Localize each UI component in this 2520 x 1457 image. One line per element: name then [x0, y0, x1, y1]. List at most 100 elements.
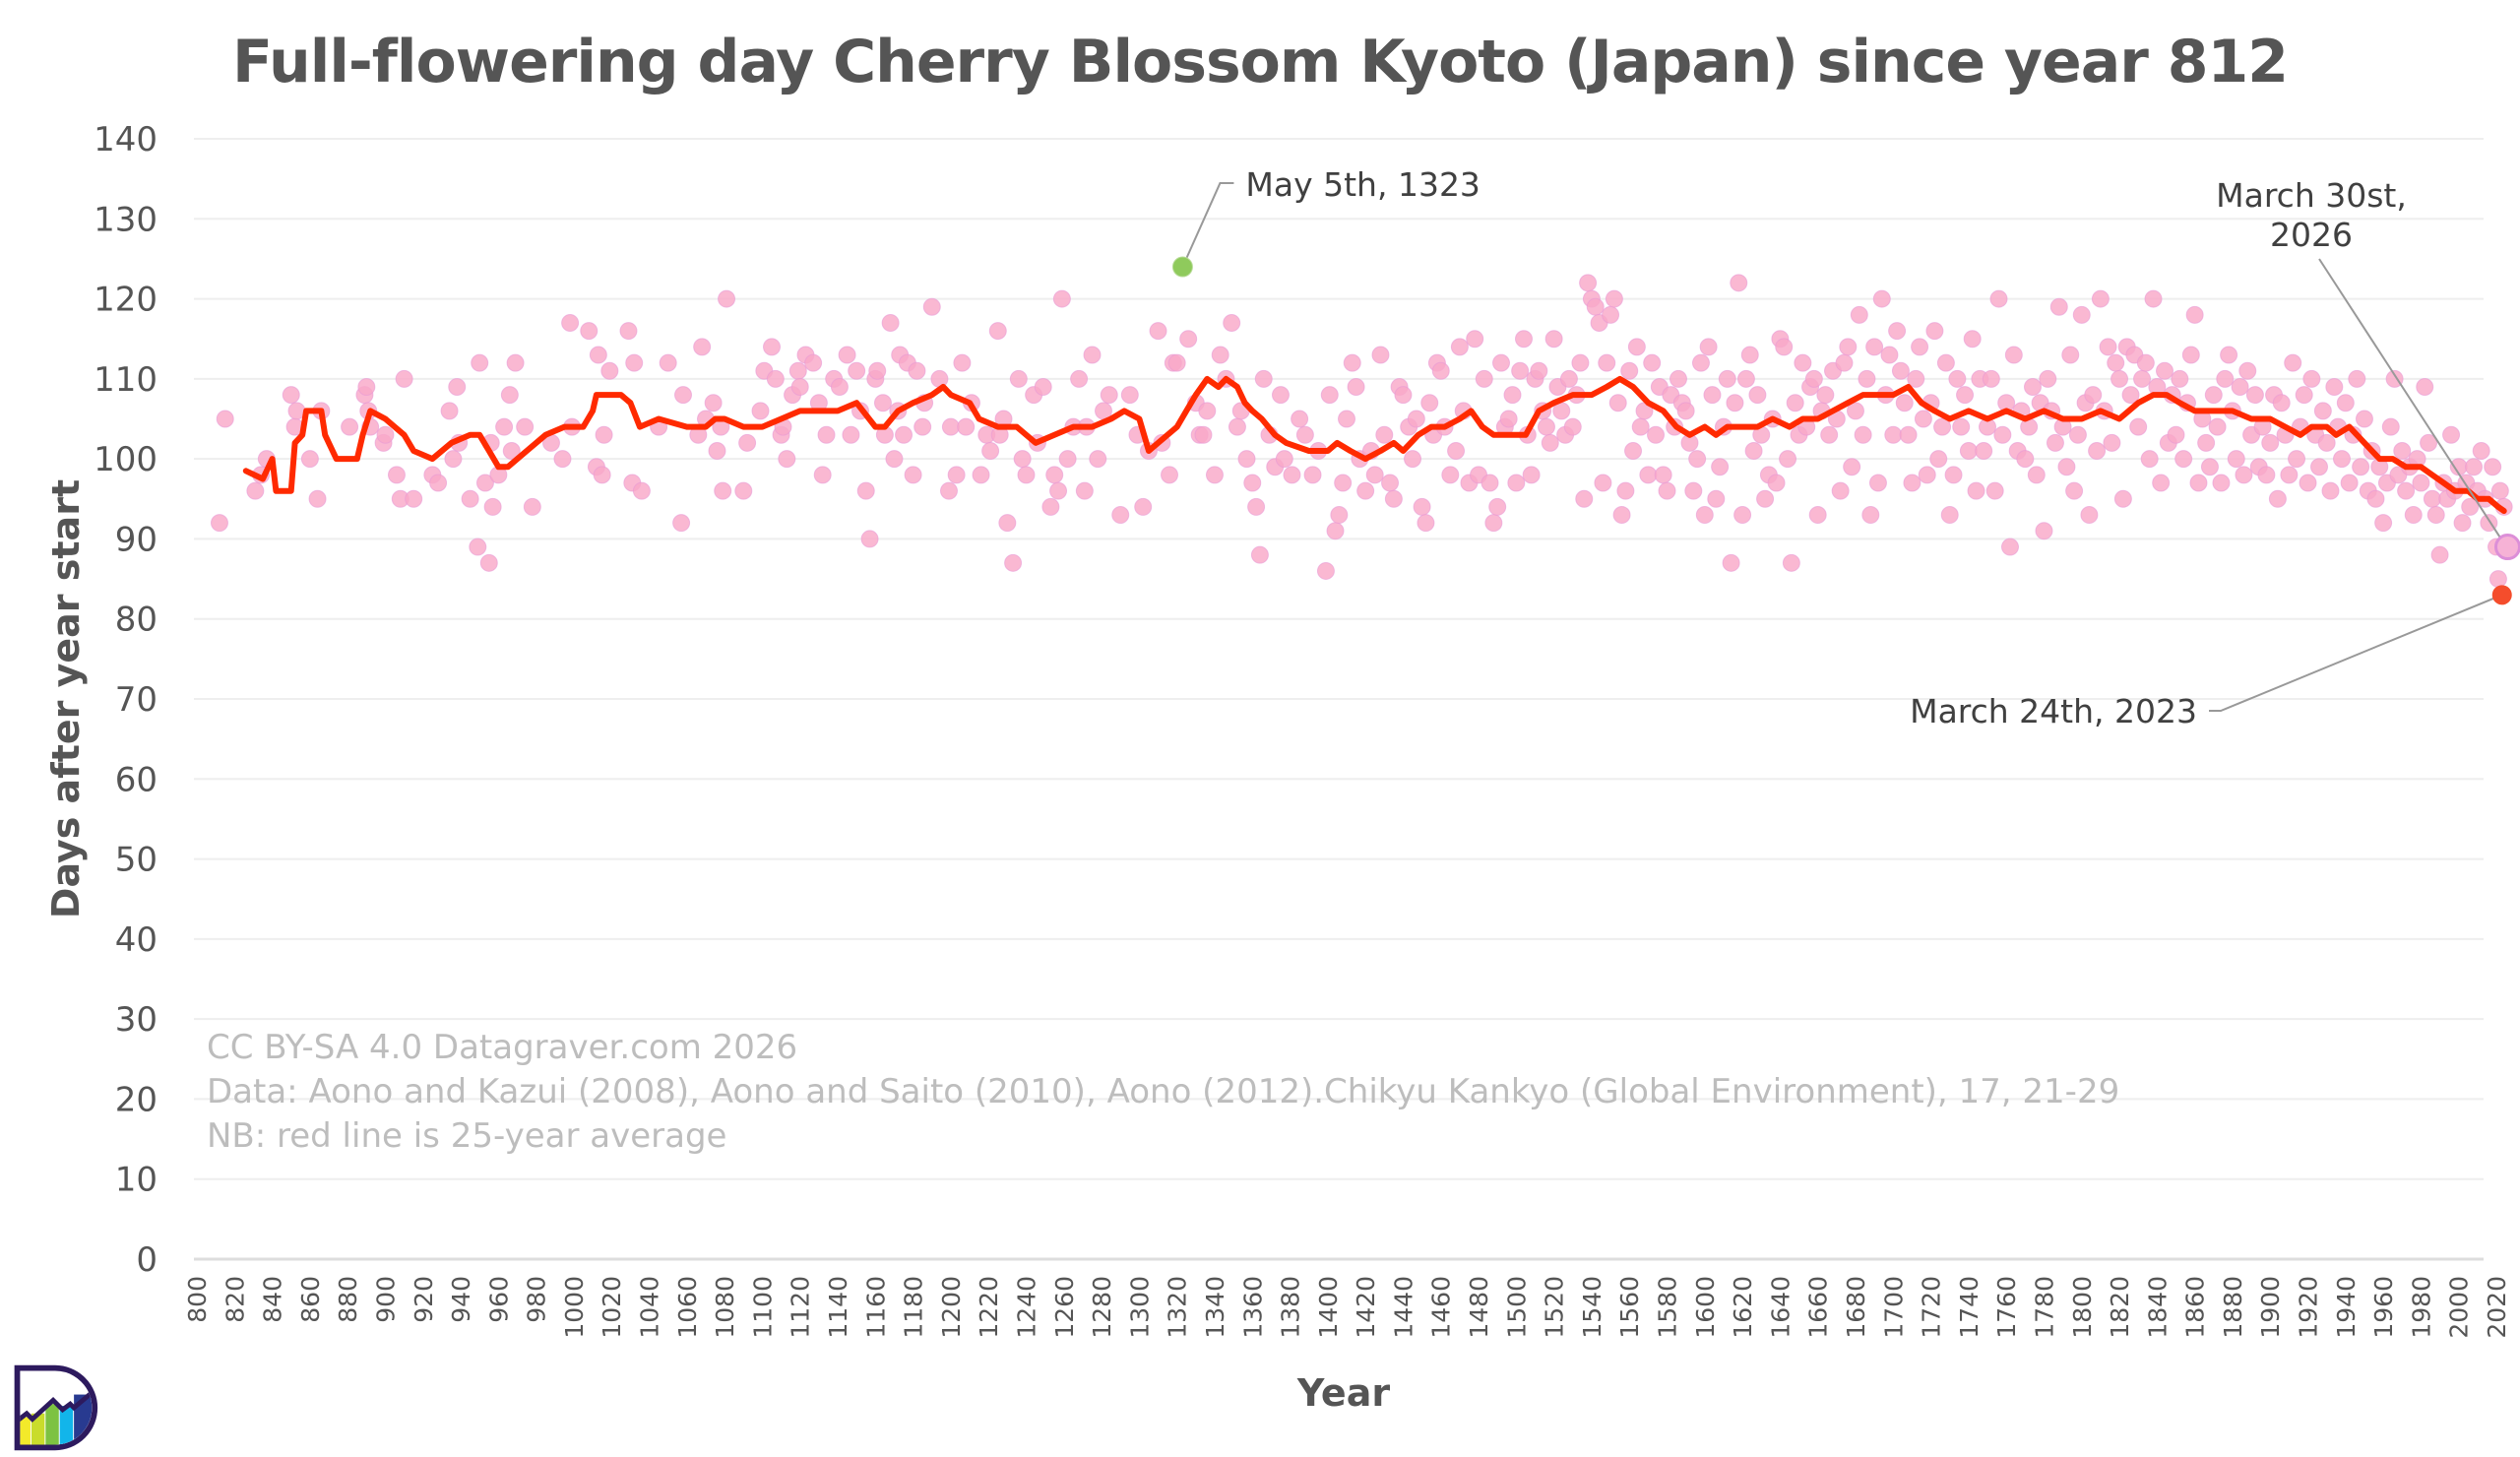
- scatter-point: [2181, 346, 2200, 364]
- x-axis-title: Year: [1296, 1371, 1390, 1415]
- scatter-point: [1975, 442, 1993, 461]
- scatter-point: [1179, 330, 1198, 348]
- x-tick-label: 1040: [636, 1276, 664, 1339]
- scatter-point: [1205, 466, 1224, 484]
- scatter-point: [593, 466, 611, 484]
- scatter-point: [2046, 433, 2064, 452]
- scatter-point: [2317, 433, 2336, 452]
- scatter-point: [1004, 553, 1023, 572]
- scatter-point: [1541, 433, 1559, 452]
- scatter-point: [1544, 330, 1563, 348]
- scatter-point: [778, 450, 796, 469]
- scatter-point: [2110, 369, 2129, 388]
- scatter-point: [2189, 474, 2208, 492]
- x-tick-label: 1860: [2181, 1276, 2210, 1339]
- scatter-point: [1740, 346, 1759, 364]
- x-tick-label: 1620: [1729, 1276, 1757, 1339]
- scatter-point: [804, 353, 823, 372]
- x-tick-label: 1300: [1125, 1276, 1154, 1339]
- scatter-point: [506, 353, 525, 372]
- x-tick-label: 1460: [1427, 1276, 1456, 1339]
- scatter-point: [2238, 361, 2257, 380]
- scatter-point: [471, 353, 489, 372]
- scatter-point: [1407, 410, 1425, 428]
- scatter-point: [469, 538, 487, 556]
- datagraver-logo-icon: [14, 1364, 98, 1451]
- scatter-point: [2197, 433, 2216, 452]
- scatter-point: [387, 466, 406, 484]
- y-tick-label: 100: [94, 440, 158, 479]
- scatter-point: [817, 425, 836, 444]
- scatter-point: [2039, 369, 2057, 388]
- scatter-point: [2174, 450, 2193, 469]
- scatter-point: [1929, 450, 1948, 469]
- scatter-point: [2065, 481, 2084, 500]
- y-tick-label: 20: [115, 1080, 158, 1119]
- scatter-point: [2280, 466, 2299, 484]
- scatter-point: [2035, 522, 2053, 540]
- scatter-point: [1228, 417, 1246, 436]
- scatter-point: [2484, 458, 2502, 476]
- scatter-point: [2212, 474, 2231, 492]
- scatter-point: [1730, 274, 1748, 292]
- scatter-point: [1198, 402, 1217, 420]
- average-line: [242, 375, 2507, 514]
- scatter-point: [1616, 481, 1635, 500]
- scatter-point: [376, 425, 395, 444]
- scatter-point: [2185, 305, 2204, 324]
- scatter-point: [2004, 346, 2023, 364]
- x-tick-label: 840: [259, 1276, 287, 1323]
- x-tick-label: 1660: [1804, 1276, 1833, 1339]
- scatter-point: [1343, 353, 1361, 372]
- scatter-point: [1371, 346, 1390, 364]
- scatter-point: [405, 489, 423, 508]
- scatter-point: [1989, 289, 2008, 308]
- scatter-point: [1365, 466, 1384, 484]
- scatter-point: [2430, 545, 2449, 564]
- scatter-point: [1699, 338, 1718, 356]
- scatter-point: [1394, 386, 1413, 405]
- scatter-point: [595, 425, 613, 444]
- scatter-point: [1835, 353, 1854, 372]
- scatter-point: [2152, 474, 2171, 492]
- scatter-point: [2302, 369, 2321, 388]
- highlight-point-2026: [2493, 534, 2520, 561]
- scatter-point: [2393, 442, 2412, 461]
- annotations: May 5th, 1323 March 30st,2026 March 24th, …: [1181, 165, 2505, 730]
- x-tick-label: 1580: [1654, 1276, 1682, 1339]
- scatter-point: [2310, 458, 2329, 476]
- scatter-point: [2220, 346, 2238, 364]
- scatter-point: [2088, 442, 2107, 461]
- scatter-point: [2245, 386, 2264, 405]
- scatter-point: [2204, 386, 2223, 405]
- scatter-point: [957, 417, 976, 436]
- x-tick-label: 1940: [2332, 1276, 2361, 1339]
- scatter-point: [714, 481, 732, 500]
- scatter-point: [2129, 417, 2148, 436]
- scatter-point: [763, 338, 781, 356]
- scatter-point: [2461, 497, 2480, 516]
- scatter-point: [1695, 506, 1714, 525]
- scatter-point: [1316, 561, 1335, 580]
- scatter-point: [1707, 489, 1726, 508]
- scatter-point: [2268, 489, 2287, 508]
- x-tick-label: 1220: [975, 1276, 1003, 1339]
- scatter-point: [1347, 377, 1365, 396]
- scatter-point: [1384, 489, 1403, 508]
- scatter-point: [988, 322, 1007, 341]
- scatter-point: [2027, 466, 2046, 484]
- scatter-point: [2103, 433, 2121, 452]
- scatter-point: [1488, 497, 1507, 516]
- scatter-point: [856, 481, 875, 500]
- scatter-point: [1100, 386, 1118, 405]
- scatter-point: [930, 369, 949, 388]
- scatter-point: [2133, 369, 2152, 388]
- source-notes: CC BY-SA 4.0 Datagraver.com 2026 Data: A…: [207, 1028, 2119, 1156]
- scatter-point: [1041, 497, 1060, 516]
- scatter-point: [1865, 338, 1884, 356]
- scatter-point: [300, 450, 319, 469]
- scatter-point: [1563, 417, 1582, 436]
- scatter-point: [1404, 450, 1422, 469]
- scatter-point: [2208, 417, 2227, 436]
